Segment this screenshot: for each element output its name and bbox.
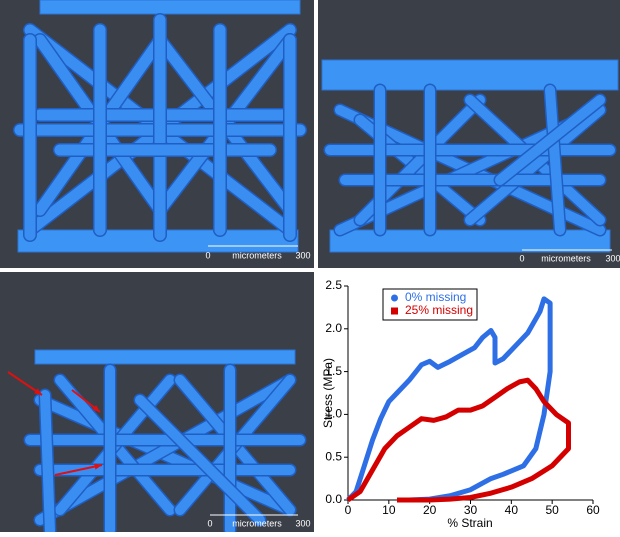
- figure: 0 micrometers 300 0 micrometers 300 0 mi…: [0, 0, 620, 532]
- strut: [45, 395, 50, 532]
- scale-start: 0: [207, 518, 212, 528]
- plate: [40, 0, 300, 14]
- plate: [322, 60, 618, 90]
- scale-end: 300: [295, 250, 310, 260]
- scale-label: micrometers: [232, 518, 282, 528]
- legend-marker: [391, 308, 398, 315]
- x-axis-label: % Strain: [447, 516, 492, 530]
- scale-label: micrometers: [232, 250, 282, 260]
- y-tick-label: 1.0: [325, 407, 342, 421]
- y-tick-label: 0.5: [325, 449, 342, 463]
- legend-label: 0% missing: [405, 290, 466, 304]
- scale-end: 300: [295, 518, 310, 528]
- y-tick-label: 2.5: [325, 278, 342, 292]
- x-tick-label: 60: [586, 503, 600, 517]
- plate: [330, 230, 610, 252]
- x-tick-label: 40: [505, 503, 519, 517]
- x-tick-label: 20: [423, 503, 437, 517]
- y-tick-label: 0.0: [325, 492, 342, 506]
- scale-label: micrometers: [541, 253, 591, 263]
- x-tick-label: 10: [382, 503, 396, 517]
- scale-end: 300: [605, 253, 620, 263]
- x-tick-label: 30: [464, 503, 478, 517]
- legend-marker: [391, 295, 398, 302]
- legend-label: 25% missing: [405, 303, 473, 317]
- y-tick-label: 2.0: [325, 321, 342, 335]
- x-tick-label: 0: [345, 503, 352, 517]
- x-tick-label: 50: [545, 503, 559, 517]
- y-tick-label: 1.5: [325, 364, 342, 378]
- plate: [35, 350, 295, 364]
- scale-start: 0: [519, 253, 524, 263]
- scale-start: 0: [205, 250, 210, 260]
